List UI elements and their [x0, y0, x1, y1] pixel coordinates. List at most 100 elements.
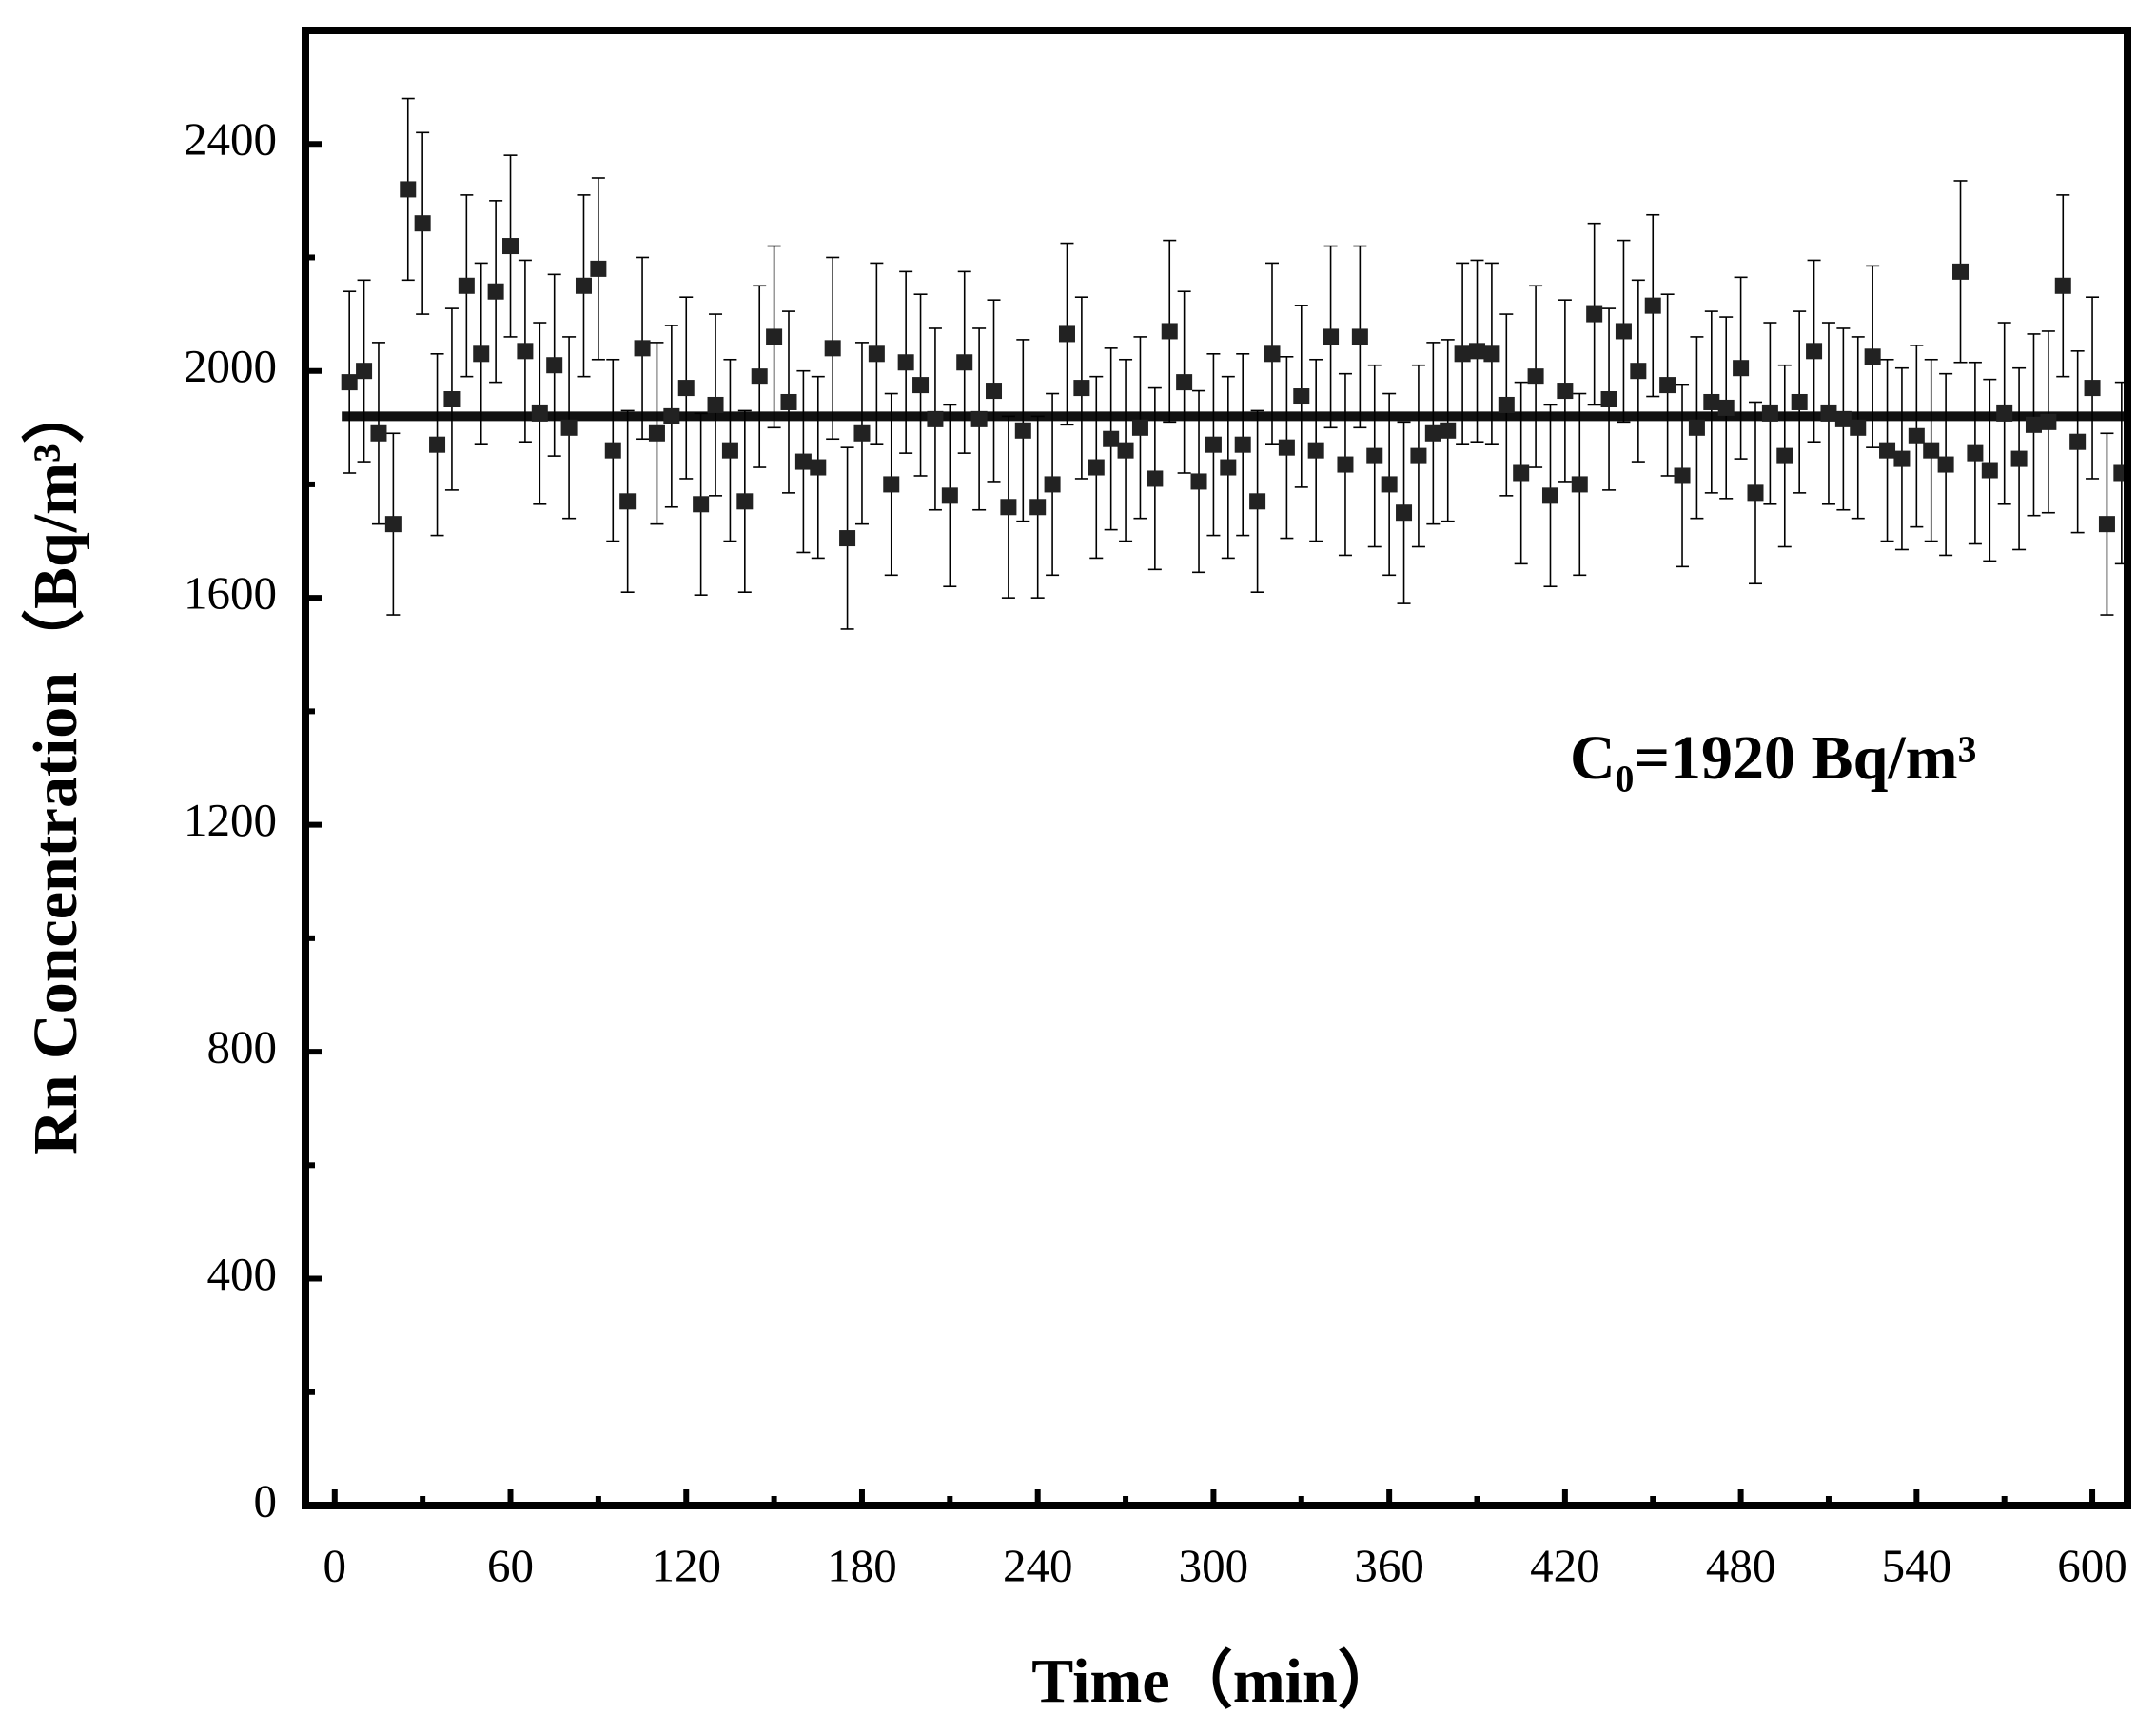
marker — [1469, 343, 1486, 360]
marker — [1981, 462, 1998, 479]
marker — [721, 442, 738, 459]
y-tick-label: 2000 — [184, 340, 277, 392]
marker — [1864, 348, 1881, 365]
marker — [1483, 345, 1500, 363]
marker — [1527, 368, 1544, 385]
marker — [1513, 464, 1530, 482]
marker — [619, 493, 637, 510]
marker — [400, 181, 417, 198]
marker — [941, 487, 958, 504]
marker — [1103, 430, 1120, 447]
x-tick-label: 480 — [1706, 1539, 1776, 1591]
marker — [927, 410, 944, 427]
marker — [370, 424, 387, 442]
marker — [517, 343, 534, 360]
marker — [780, 393, 797, 410]
x-tick-label: 60 — [487, 1539, 534, 1591]
marker — [1600, 391, 1617, 407]
marker — [2084, 380, 2101, 397]
marker — [634, 340, 651, 357]
marker — [1893, 450, 1911, 467]
marker — [1337, 456, 1354, 473]
marker — [341, 374, 358, 391]
marker — [1454, 345, 1471, 363]
marker — [1410, 447, 1427, 464]
marker — [1190, 473, 1207, 490]
x-tick-label: 180 — [827, 1539, 897, 1591]
marker — [1088, 459, 1105, 476]
marker — [2040, 413, 2057, 430]
marker — [1557, 383, 1574, 400]
marker — [648, 424, 665, 442]
marker — [1117, 442, 1134, 459]
marker — [2069, 433, 2087, 450]
marker — [1747, 484, 1764, 502]
marker — [1688, 419, 1705, 436]
marker — [736, 493, 754, 510]
marker — [1615, 323, 1632, 340]
marker — [1307, 442, 1324, 459]
x-tick-label: 120 — [651, 1539, 721, 1591]
marker — [1161, 323, 1178, 340]
marker — [1761, 404, 1778, 422]
y-tick-label: 1200 — [184, 794, 277, 846]
y-tick-label: 0 — [254, 1474, 278, 1527]
marker — [590, 260, 607, 277]
marker — [487, 283, 504, 300]
marker — [1820, 404, 1837, 422]
marker — [473, 345, 490, 363]
marker — [1366, 447, 1383, 464]
x-tick-label: 300 — [1179, 1539, 1249, 1591]
marker — [1923, 442, 1940, 459]
marker — [1541, 487, 1558, 504]
marker — [707, 396, 724, 413]
marker — [663, 407, 680, 424]
marker — [1733, 360, 1750, 377]
marker — [1014, 422, 1031, 439]
marker — [1571, 476, 1588, 493]
marker — [912, 377, 930, 394]
marker — [560, 419, 578, 436]
marker — [1424, 424, 1441, 442]
x-tick-label: 600 — [2057, 1539, 2127, 1591]
marker — [986, 383, 1003, 400]
marker — [824, 340, 841, 357]
marker — [384, 516, 402, 533]
marker — [1879, 442, 1896, 459]
marker — [1834, 410, 1852, 427]
marker — [794, 453, 812, 470]
marker — [1029, 499, 1047, 516]
marker — [810, 459, 827, 476]
marker — [766, 328, 783, 345]
y-tick-label: 800 — [207, 1020, 278, 1073]
y-tick-label: 400 — [207, 1248, 278, 1300]
marker — [1351, 328, 1368, 345]
marker — [1703, 393, 1720, 410]
annotation: C₀=1920 Bq/m³ — [1570, 723, 1976, 793]
marker — [1264, 345, 1281, 363]
x-tick-label: 420 — [1530, 1539, 1600, 1591]
x-tick-label: 360 — [1354, 1539, 1424, 1591]
marker — [1806, 343, 1823, 360]
y-tick-label: 1600 — [184, 566, 277, 619]
marker — [1908, 427, 1925, 444]
marker — [1937, 456, 1954, 473]
x-tick-label: 240 — [1003, 1539, 1073, 1591]
marker — [604, 442, 621, 459]
marker — [531, 404, 548, 422]
marker — [897, 354, 914, 371]
marker — [546, 357, 563, 374]
marker — [1234, 436, 1251, 453]
marker — [1967, 444, 1984, 462]
marker — [1644, 297, 1661, 314]
y-axis-title: Rn Concentration（Bq/m³） — [20, 381, 90, 1155]
marker — [1058, 325, 1075, 343]
marker — [443, 391, 461, 407]
marker — [1396, 504, 1413, 522]
plot-frame — [302, 27, 2131, 1509]
marker — [1220, 459, 1237, 476]
marker — [2010, 450, 2028, 467]
marker — [1630, 363, 1647, 380]
